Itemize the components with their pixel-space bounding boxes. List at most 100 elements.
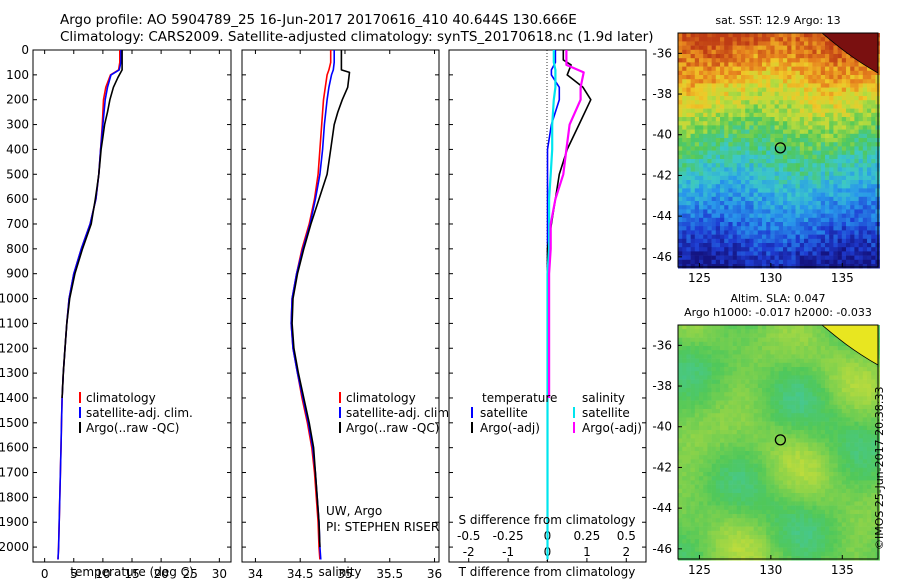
depth-tick-label: 1600 [0,441,29,455]
x-tick-label: -2 [463,545,475,559]
series-line-salinity-satellite [546,50,557,560]
depth-tick-label: 800 [6,242,29,256]
legend-heading: salinity [582,391,625,405]
legend-label: Argo(-adj) [480,421,540,435]
x-tick-label: 34 [248,567,263,580]
depth-tick-label: 400 [6,142,29,156]
depth-tick-label: 200 [6,93,29,107]
t-difference-xlabel: T difference from climatology [458,565,636,579]
depth-tick-label: 1900 [0,515,29,529]
x-tick-label: 15 [124,567,139,580]
x-tick-label: 34.5 [287,567,314,580]
depth-tick-label: 600 [6,192,29,206]
x-tick-label: 30 [212,567,227,580]
legend-label: Argo(..raw -QC) [86,421,179,435]
salinity-panel: 34 34.5 35 35.5 36 salinity climatologysatel… [241,49,453,580]
legend-label: satellite [480,406,528,420]
depth-tick-label: 1700 [0,466,29,480]
temperature-panel: 0100200300400500600700800900100011001200… [0,43,232,580]
sla-map: 125 130 135 -36 -38 -40 -42 -44 -46 [652,324,880,577]
x2-tick-label: 0.5 [617,529,636,543]
series-line-argo-raw-qc- [61,50,123,399]
x-tick-label: 1 [583,545,591,559]
depth-tick-label: 1400 [0,391,29,405]
sst-map-title: sat. SST: 12.9 Argo: 13 [715,14,840,27]
difference-legend: temperature salinitysatelliteArgo(-adj)sa… [471,391,642,435]
lat-tick-label: -44 [652,209,672,223]
lon-tick-label: 125 [688,563,711,577]
lat-tick-label: -40 [652,128,672,142]
lon-tick-label: 130 [759,563,782,577]
x-tick-label: 25 [183,567,198,580]
lat-tick-label: -36 [652,46,672,60]
argo-location-marker [774,142,787,154]
lon-tick-label: 125 [688,271,711,285]
temperature-axes [32,49,232,563]
salinity-annotation-line1: UW, Argo [326,504,382,518]
x-tick-label: 35 [337,567,352,580]
x-tick-label: 10 [95,567,110,580]
lon-tick-label: 135 [831,563,854,577]
imos-timestamp: ©IMOS 25-Jun-2017 20:38:33 [873,386,886,550]
map-frame [677,32,879,268]
figure-subtitle: Climatology: CARS2009. Satellite-adjuste… [60,29,654,45]
legend-label: climatology [346,391,416,405]
lat-tick-label: -38 [652,87,672,101]
depth-tick-label: 500 [6,167,29,181]
lat-tick-label: -40 [652,420,672,434]
x-tick-label: 20 [153,567,168,580]
x-tick-label: 5 [70,567,78,580]
depth-tick-label: 1300 [0,366,29,380]
x-tick-label: 36 [427,567,442,580]
x-tick-label: 0 [41,567,49,580]
salinity-xlabel: salinity [318,565,361,579]
depth-tick-label: 1500 [0,416,29,430]
lat-tick-label: -42 [652,460,672,474]
figure-title: Argo profile: AO 5904789_25 16-Jun-2017 … [60,12,577,28]
salinity-axes [241,49,440,563]
lat-tick-label: -38 [652,379,672,393]
depth-tick-label: 700 [6,217,29,231]
x2-tick-label: -0.5 [457,529,480,543]
x-tick-label: -1 [502,545,514,559]
lat-tick-label: -42 [652,168,672,182]
lat-tick-label: -36 [652,338,672,352]
sla-map-subtitle: Argo h1000: -0.017 h2000: -0.033 [684,306,872,319]
lat-tick-label: -44 [652,501,672,515]
lat-tick-label: -46 [652,250,672,264]
legend-label: satellite [582,406,630,420]
sst-map-field [678,33,880,269]
depth-tick-label: 100 [6,68,29,82]
legend-label: Argo(-adj) [582,421,642,435]
x-tick-label: 2 [622,545,630,559]
series-line-satellite-adj-clim- [57,50,122,560]
map-frame [677,324,879,560]
x2-tick-label: 0.25 [574,529,601,543]
depth-tick-label: 900 [6,267,29,281]
salinity-annotation-line2: PI: STEPHEN RISER [326,520,439,534]
lon-tick-label: 135 [831,271,854,285]
legend-label: satellite-adj. clim. [346,406,453,420]
series-line-argo-raw-qc- [291,50,351,548]
depth-tick-label: 0 [21,43,29,57]
legend-label: satellite-adj. clim. [86,406,193,420]
sla-map-field [678,325,880,561]
argo-location-marker [774,434,787,446]
s-difference-label: S difference from climatology [459,513,636,527]
depth-tick-label: 2000 [0,540,29,554]
depth-tick-label: 1200 [0,341,29,355]
legend-label: climatology [86,391,156,405]
sst-map: 125 130 135 -36 -38 -40 -42 -44 -46 [652,32,880,285]
temperature-xlabel: temperature (deg C) [70,565,193,579]
x-tick-label: 35.5 [376,567,403,580]
series-line-salinity-argo-adj- [547,50,585,398]
x2-tick-label: -0.25 [493,529,524,543]
depth-tick-label: 1100 [0,316,29,330]
difference-panel: -2 -1 0 1 2-0.5 -0.25 0 0.25 0.5 T difference fr… [448,49,647,579]
lat-tick-label: -46 [652,542,672,556]
legend-heading: temperature [482,391,557,405]
legend-label: Argo(..raw -QC) [346,421,439,435]
